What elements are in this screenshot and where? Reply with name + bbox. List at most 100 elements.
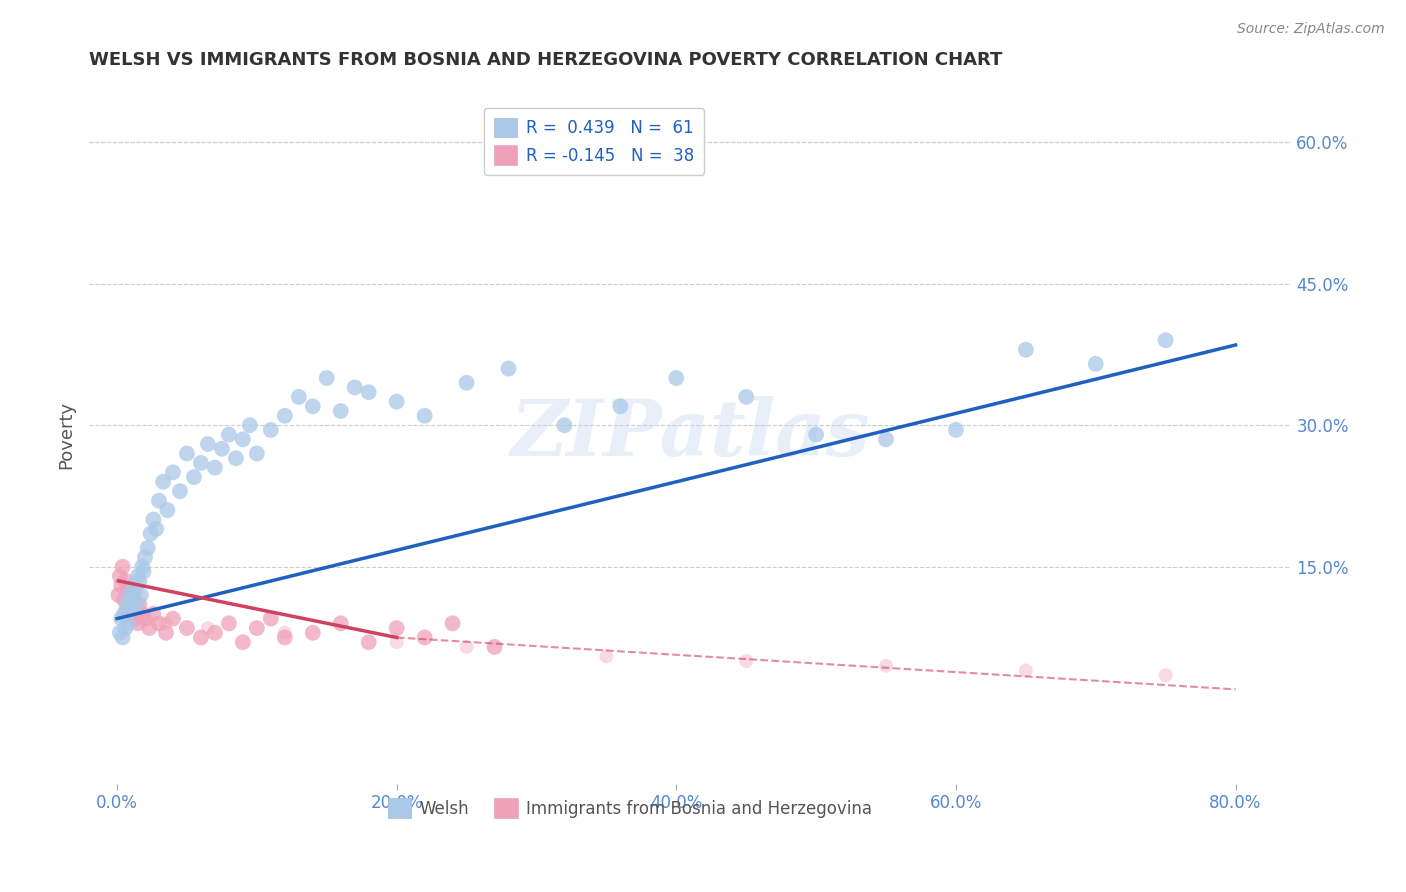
Point xyxy=(232,433,254,447)
Point xyxy=(735,654,758,668)
Point xyxy=(804,427,827,442)
Text: WELSH VS IMMIGRANTS FROM BOSNIA AND HERZEGOVINA POVERTY CORRELATION CHART: WELSH VS IMMIGRANTS FROM BOSNIA AND HERZ… xyxy=(89,51,1002,69)
Point xyxy=(176,446,198,460)
Point xyxy=(875,433,897,447)
Point xyxy=(108,569,131,583)
Point xyxy=(357,635,380,649)
Point xyxy=(176,621,198,635)
Point xyxy=(329,404,352,418)
Point xyxy=(456,376,478,390)
Point xyxy=(134,612,156,626)
Point xyxy=(343,380,366,394)
Point xyxy=(498,361,520,376)
Point xyxy=(875,658,897,673)
Point xyxy=(246,621,269,635)
Point xyxy=(274,631,297,645)
Point xyxy=(239,418,262,433)
Text: Source: ZipAtlas.com: Source: ZipAtlas.com xyxy=(1237,22,1385,37)
Point xyxy=(121,607,143,621)
Point xyxy=(142,512,165,526)
Point xyxy=(110,612,132,626)
Point xyxy=(117,583,139,598)
Point xyxy=(183,470,205,484)
Point xyxy=(114,574,136,588)
Point xyxy=(111,559,134,574)
Point xyxy=(204,460,226,475)
Point xyxy=(122,592,145,607)
Point xyxy=(127,616,149,631)
Point xyxy=(128,598,150,612)
Point xyxy=(131,607,153,621)
Point xyxy=(162,612,184,626)
Point xyxy=(1084,357,1107,371)
Point xyxy=(127,569,149,583)
Point xyxy=(441,616,464,631)
Point xyxy=(120,588,142,602)
Point xyxy=(115,602,138,616)
Point xyxy=(413,409,436,423)
Point xyxy=(301,400,323,414)
Point xyxy=(125,602,148,616)
Point xyxy=(155,616,177,631)
Point xyxy=(274,409,297,423)
Point xyxy=(124,612,146,626)
Point xyxy=(197,437,219,451)
Point xyxy=(204,625,226,640)
Point xyxy=(484,640,506,654)
Point xyxy=(148,616,170,631)
Point xyxy=(156,503,179,517)
Point xyxy=(413,631,436,645)
Point xyxy=(232,635,254,649)
Point xyxy=(136,541,159,555)
Text: ZIPatlas: ZIPatlas xyxy=(510,396,870,473)
Point xyxy=(138,621,160,635)
Point xyxy=(1015,664,1038,678)
Point xyxy=(112,592,135,607)
Point xyxy=(274,625,297,640)
Point xyxy=(111,631,134,645)
Point xyxy=(114,621,136,635)
Legend: Welsh, Immigrants from Bosnia and Herzegovina: Welsh, Immigrants from Bosnia and Herzeg… xyxy=(381,792,879,824)
Point xyxy=(120,602,142,616)
Point xyxy=(162,466,184,480)
Point xyxy=(609,400,631,414)
Point xyxy=(553,418,575,433)
Point xyxy=(456,640,478,654)
Point xyxy=(128,574,150,588)
Point xyxy=(122,578,145,592)
Point xyxy=(329,616,352,631)
Point xyxy=(665,371,688,385)
Point xyxy=(288,390,311,404)
Point xyxy=(142,607,165,621)
Point xyxy=(385,394,408,409)
Point xyxy=(260,612,283,626)
Point xyxy=(1015,343,1038,357)
Point xyxy=(169,484,191,499)
Point xyxy=(118,588,141,602)
Point xyxy=(197,621,219,635)
Point xyxy=(131,559,153,574)
Point xyxy=(110,578,132,592)
Point xyxy=(107,588,129,602)
Point xyxy=(115,598,138,612)
Point xyxy=(315,371,337,385)
Point xyxy=(385,635,408,649)
Point xyxy=(735,390,758,404)
Point xyxy=(155,625,177,640)
Point xyxy=(145,522,167,536)
Point xyxy=(246,446,269,460)
Point xyxy=(132,565,155,579)
Point xyxy=(124,583,146,598)
Point xyxy=(190,456,212,470)
Point xyxy=(117,616,139,631)
Point xyxy=(190,631,212,645)
Point xyxy=(1154,333,1177,347)
Point xyxy=(211,442,233,456)
Point xyxy=(385,621,408,635)
Point xyxy=(301,625,323,640)
Point xyxy=(357,385,380,400)
Point xyxy=(121,592,143,607)
Point xyxy=(218,616,240,631)
Point xyxy=(945,423,967,437)
Point xyxy=(218,427,240,442)
